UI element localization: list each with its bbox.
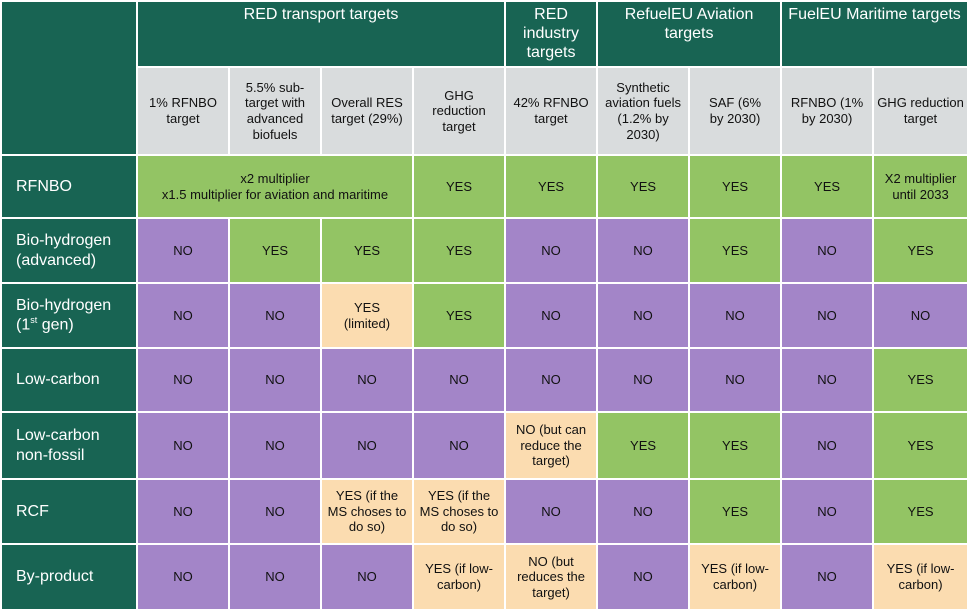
table-cell: NO — [228, 411, 322, 480]
multiplier-line: x2 multiplier — [240, 170, 310, 186]
table-cell: NO — [504, 282, 599, 349]
table-cell: YES — [411, 282, 507, 349]
table-cell: YES — [411, 217, 507, 284]
row-label: By-product — [0, 543, 138, 611]
table-cell: YES — [411, 154, 507, 219]
table-cell: NO — [780, 478, 875, 545]
table-cell: NO — [688, 347, 783, 413]
row-label: RFNBO — [0, 154, 138, 219]
table-cell: YES — [872, 478, 967, 545]
table-cell: YES — [596, 411, 691, 480]
group-header-row: RED transport targets RED industry targe… — [0, 0, 967, 156]
table-row: Bio-hydrogen (advanced) NO YES YES YES N… — [0, 217, 967, 284]
table-cell: NO — [136, 347, 230, 413]
table-cell: NO — [780, 411, 875, 480]
table-cell: NO — [320, 411, 414, 480]
row-label: Bio-hydrogen (advanced) — [0, 217, 138, 284]
table-cell: NO — [780, 543, 875, 611]
table-cell: NO — [596, 282, 691, 349]
table-row: Bio-hydrogen (1st gen) NO NO YES (limite… — [0, 282, 967, 349]
corner-cell — [0, 0, 138, 156]
table-cell: YES — [320, 217, 414, 284]
group-fueleu-maritime: FuelEU Maritime targets — [780, 0, 967, 68]
table-cell: NO — [596, 347, 691, 413]
table-cell: NO — [596, 543, 691, 611]
table-cell: X2 multiplier until 2033 — [872, 154, 967, 219]
table-cell: NO — [688, 282, 783, 349]
table-cell: NO — [136, 217, 230, 284]
table-row: Low-carbon NO NO NO NO NO NO NO NO YES — [0, 347, 967, 413]
table-cell: NO — [596, 478, 691, 545]
table-cell: NO — [504, 347, 599, 413]
table-cell: NO — [780, 282, 875, 349]
table-cell: YES (if the MS choses to do so) — [320, 478, 414, 545]
subheader-saf: SAF (6% by 2030) — [688, 66, 783, 156]
table-cell: NO — [136, 543, 230, 611]
table-cell: NO — [411, 411, 507, 480]
table-cell: YES (if the MS choses to do so) — [411, 478, 507, 545]
table-row: RCF NO NO YES (if the MS choses to do so… — [0, 478, 967, 545]
table-cell: NO — [780, 347, 875, 413]
subheader-rfnbo-maritime: RFNBO (1% by 2030) — [780, 66, 875, 156]
table-cell: NO — [504, 478, 599, 545]
table-cell: NO — [136, 478, 230, 545]
table-cell: NO — [136, 282, 230, 349]
subheader-synthetic-aviation-fuels: Synthetic aviation fuels (1.2% by 2030) — [596, 66, 691, 156]
table-cell: YES (if low-carbon) — [688, 543, 783, 611]
table-cell: NO — [136, 411, 230, 480]
table-cell: YES — [504, 154, 599, 219]
row-label: RCF — [0, 478, 138, 545]
table-cell: YES — [780, 154, 875, 219]
table-cell: YES — [872, 347, 967, 413]
table-cell: NO (but can reduce the target) — [504, 411, 599, 480]
table-cell: NO — [228, 282, 322, 349]
table-cell: NO — [411, 347, 507, 413]
row-label: Bio-hydrogen (1st gen) — [0, 282, 138, 349]
table-row: Low-carbon non-fossil NO NO NO NO NO (bu… — [0, 411, 967, 480]
table-cell: YES — [228, 217, 322, 284]
table-cell: YES — [688, 154, 783, 219]
table-row: RFNBO x2 multiplier x1.5 multiplier for … — [0, 154, 967, 219]
subheader-overall-res: Overall RES target (29%) — [320, 66, 414, 156]
table-cell: YES — [688, 217, 783, 284]
table-row: By-product NO NO NO YES (if low-carbon) … — [0, 543, 967, 611]
row-label: Low-carbon — [0, 347, 138, 413]
table-cell: NO — [872, 282, 967, 349]
table-cell: NO — [780, 217, 875, 284]
subheader-42pct-rfnbo: 42% RFNBO target — [504, 66, 599, 156]
subheader-ghg-reduction-maritime: GHG reduction target — [872, 66, 967, 156]
group-red-industry: RED industry targets — [504, 0, 599, 68]
table-cell: NO (but reduces the target) — [504, 543, 599, 611]
table-cell: NO — [228, 347, 322, 413]
table-cell: NO — [228, 543, 322, 611]
table-cell: NO — [228, 478, 322, 545]
group-refueleu-aviation: RefuelEU Aviation targets — [596, 0, 783, 68]
group-red-transport: RED transport targets — [135, 0, 507, 68]
subheader-advanced-biofuels: 5.5% sub-target with advanced biofuels — [228, 66, 322, 156]
table-cell: YES — [872, 411, 967, 480]
table-cell: YES (if low-carbon) — [411, 543, 507, 611]
table-cell: NO — [320, 543, 414, 611]
subheader-row: 1% RFNBO target 5.5% sub-target with adv… — [1, 66, 967, 156]
subheader-1pct-rfnbo: 1% RFNBO target — [136, 66, 230, 156]
table-cell: YES — [688, 411, 783, 480]
multiplier-line: x1.5 multiplier for aviation and maritim… — [161, 186, 389, 202]
table-cell: YES — [688, 478, 783, 545]
table-cell: YES (if low-carbon) — [872, 543, 967, 611]
table-cell: YES — [872, 217, 967, 284]
subheader-ghg-reduction: GHG reduction target — [411, 66, 507, 156]
table-cell: NO — [320, 347, 414, 413]
row-label: Low-carbon non-fossil — [0, 411, 138, 480]
table-cell: YES (limited) — [320, 282, 414, 349]
multiplier-cell: x2 multiplier x1.5 multiplier for aviati… — [136, 154, 414, 219]
table-cell: NO — [596, 217, 691, 284]
table-cell: NO — [504, 217, 599, 284]
table-cell: YES — [596, 154, 691, 219]
